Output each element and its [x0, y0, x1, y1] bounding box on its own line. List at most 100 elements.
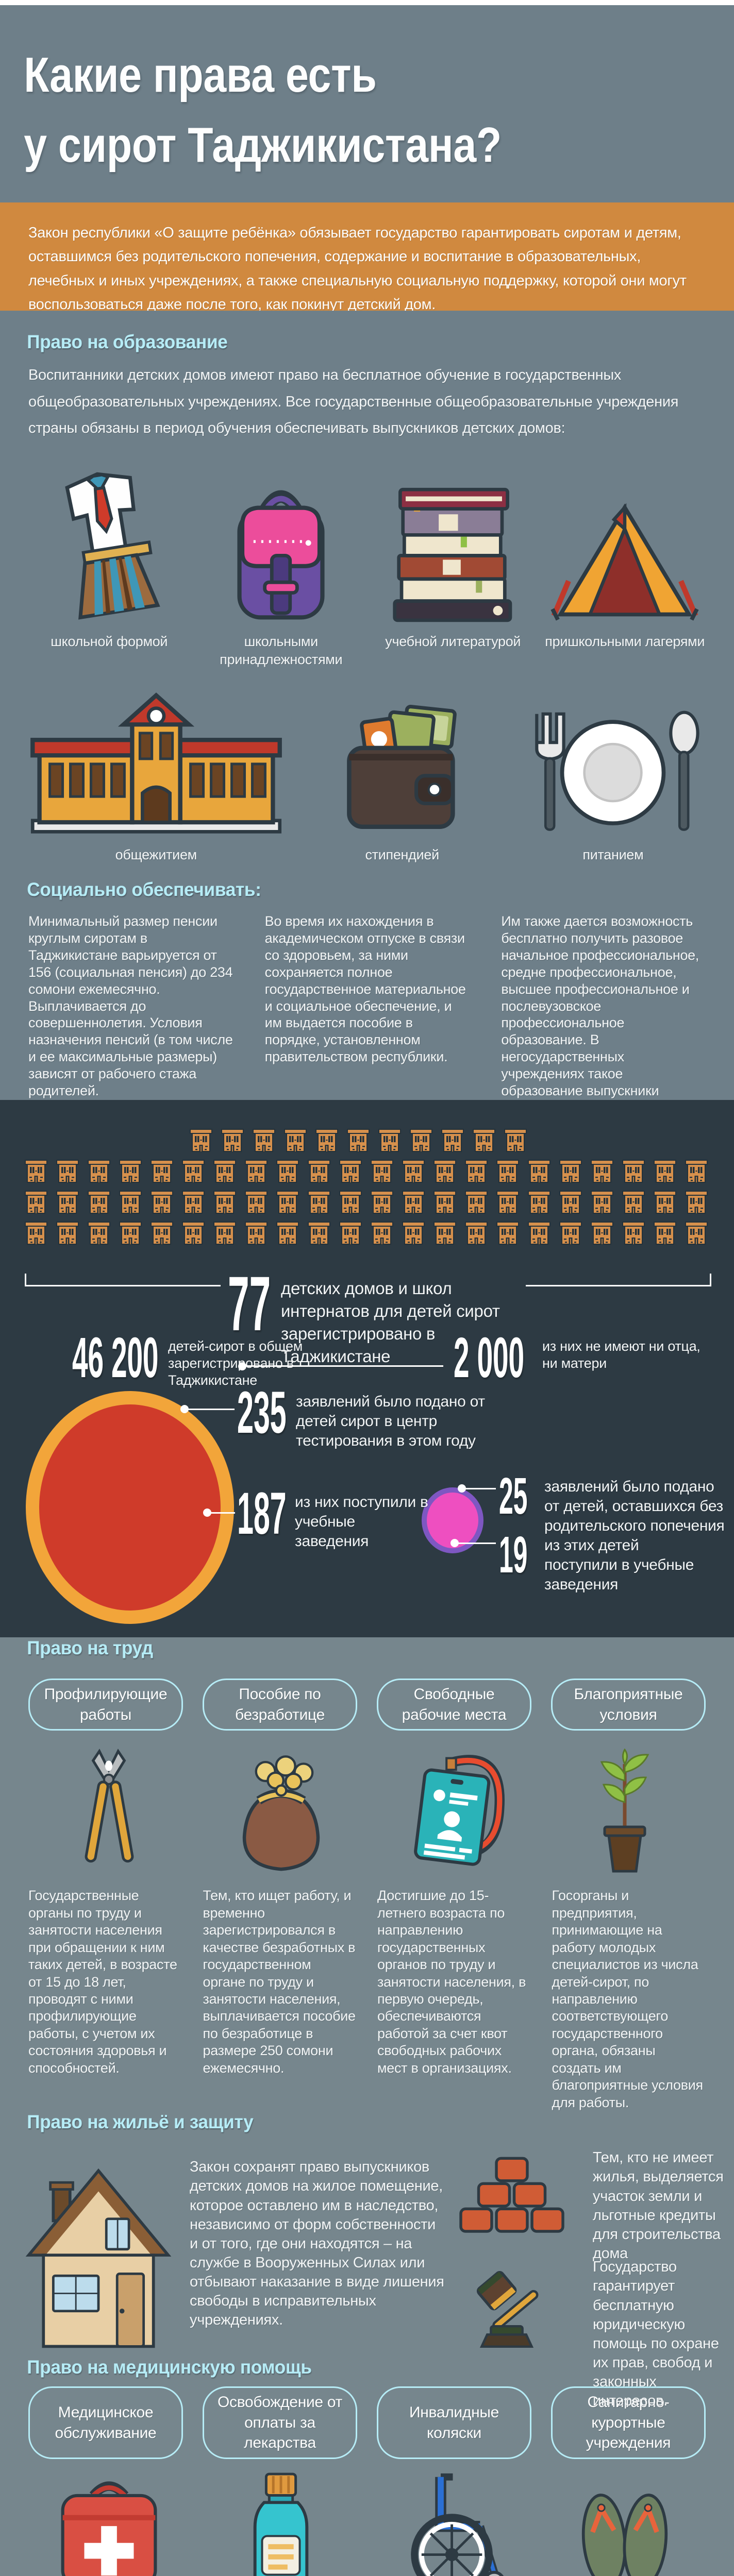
edu-item-meals: питанием — [508, 683, 719, 867]
edu-item-backpack: школьными принадлежностями — [195, 453, 368, 670]
building-icon — [315, 1129, 338, 1152]
building-icon — [88, 1191, 110, 1214]
meal-plate-icon — [535, 710, 700, 831]
building-icon — [465, 1222, 488, 1245]
building-icon — [371, 1222, 393, 1245]
work-header: Право на труд — [27, 1637, 153, 1658]
stat-admitted-value: 187 — [237, 1481, 287, 1547]
building-icon — [56, 1160, 79, 1183]
pictograph-row — [25, 1222, 708, 1245]
medicine-bottle-icon — [253, 2472, 309, 2576]
stat-admitted-label: из них поступили в учебные заведения — [295, 1494, 428, 1550]
pill-unemployment-benefit: Пособие по безработице — [203, 1679, 357, 1731]
housing-block: Закон сохранят право выпускников детских… — [0, 2140, 734, 2409]
medical-icons — [0, 2465, 734, 2576]
stat-noparents-value: 2 000 — [454, 1326, 524, 1389]
pictograph-row — [190, 1129, 708, 1153]
edu-item-label: стипендией — [365, 846, 439, 862]
id-badge-icon — [414, 1755, 505, 1866]
edu-item-label: пришкольными лагерями — [545, 633, 705, 649]
building-icon — [433, 1160, 456, 1183]
building-icon — [473, 1129, 495, 1152]
work-columns: Государственные органы по труду и занято… — [0, 1887, 734, 2111]
building-icon — [496, 1160, 519, 1183]
building-icon — [559, 1222, 582, 1245]
pictograph-row — [25, 1191, 708, 1214]
building-icon — [253, 1129, 275, 1152]
building-icon — [433, 1222, 456, 1245]
building-icon — [410, 1129, 432, 1152]
building-icon — [591, 1160, 613, 1183]
building-icon — [371, 1191, 393, 1214]
school-uniform-icon — [65, 472, 160, 620]
building-icon — [528, 1160, 550, 1183]
connector-line — [464, 1488, 496, 1489]
connector-dot — [451, 1539, 459, 1547]
edu-item-label: школьными принадлежностями — [220, 633, 343, 667]
building-icon — [213, 1160, 236, 1183]
stat-applications-label: заявлений было подано от детей сирот в ц… — [296, 1393, 485, 1449]
building-icon — [56, 1191, 79, 1214]
flip-flops-icon — [582, 2494, 668, 2576]
building-icon — [25, 1160, 47, 1183]
social-col-2: Во время их нахождения в академическом о… — [264, 913, 466, 1065]
building-icon — [182, 1191, 205, 1214]
building-icon — [402, 1191, 425, 1214]
building-icon — [151, 1191, 173, 1214]
building-icon — [245, 1160, 268, 1183]
building-icon — [685, 1191, 708, 1214]
pill-good-conditions: Благоприятные условия — [551, 1679, 706, 1731]
housing-header: Право на жильё и защиту — [27, 2111, 254, 2133]
building-icon — [25, 1191, 47, 1214]
building-icon — [622, 1222, 645, 1245]
stat-homes-value: 77 — [228, 1260, 271, 1347]
housing-text-2: Тем, кто не имеет жилья, выделяется учас… — [593, 2149, 724, 2262]
building-icon — [504, 1129, 527, 1152]
pliers-icon — [85, 1749, 134, 1863]
building-icon — [378, 1129, 401, 1152]
pictograph-row — [25, 1160, 708, 1183]
first-aid-bag-icon — [61, 2481, 157, 2576]
building-icon — [654, 1222, 676, 1245]
edu-item-tent: пришкольными лагерями — [539, 453, 711, 670]
building-icon — [622, 1160, 645, 1183]
intro-band: Закон республики «О защите ребёнка» обяз… — [0, 202, 734, 311]
stat-applications-value: 235 — [237, 1380, 287, 1446]
books-icon — [393, 487, 512, 622]
bracket-line-right — [526, 1274, 711, 1286]
edu-item-label: общежитием — [115, 846, 197, 862]
dormitory-building-icon — [30, 692, 282, 834]
building-icon — [402, 1160, 425, 1183]
edu-item-books: учебной литературой — [367, 453, 539, 670]
social-header: Социально обеспечивать: — [27, 878, 261, 900]
building-icon — [245, 1191, 268, 1214]
edu-item-stipend: стипендией — [297, 683, 508, 867]
work-col-1: Государственные органы по труду и занято… — [28, 1888, 177, 2076]
building-icon — [339, 1222, 362, 1245]
stat-total-value: 46 200 — [72, 1326, 159, 1389]
building-icon — [433, 1191, 456, 1214]
social-columns: Минимальный размер пенсии круглым сирота… — [0, 913, 734, 1100]
potted-plant-icon — [600, 1749, 649, 1873]
education-lead: Воспитанники детских домов имеют право н… — [28, 367, 679, 437]
building-icon — [276, 1191, 299, 1214]
connector-line — [186, 1409, 235, 1410]
gavel-icon — [476, 2271, 539, 2348]
social-col-1: Минимальный размер пенсии круглым сирота… — [28, 913, 233, 1099]
housing-text-3: Государство гарантирует бесплатную юриди… — [593, 2259, 719, 2410]
building-icon — [119, 1222, 142, 1245]
education-header: Право на образование — [27, 331, 228, 352]
building-icon — [245, 1222, 268, 1245]
building-icon — [190, 1129, 212, 1152]
building-icon — [339, 1160, 362, 1183]
stat-orphan-admitted-label: из этих детей поступили в учебные заведе… — [544, 1537, 694, 1593]
building-icon — [402, 1222, 425, 1245]
stat-orphan-applications-value: 25 — [499, 1467, 528, 1525]
camp-tent-icon — [550, 503, 699, 621]
building-icon — [496, 1222, 519, 1245]
building-icon — [559, 1160, 582, 1183]
building-icon — [308, 1160, 330, 1183]
education-section: Право на образование Воспитанники детски… — [0, 311, 734, 1100]
education-icon-row-1: школьной формой школьными принадлежностя… — [0, 453, 734, 670]
stat-total-label: детей-сирот в общем зарегистрировано в Т… — [168, 1338, 303, 1388]
